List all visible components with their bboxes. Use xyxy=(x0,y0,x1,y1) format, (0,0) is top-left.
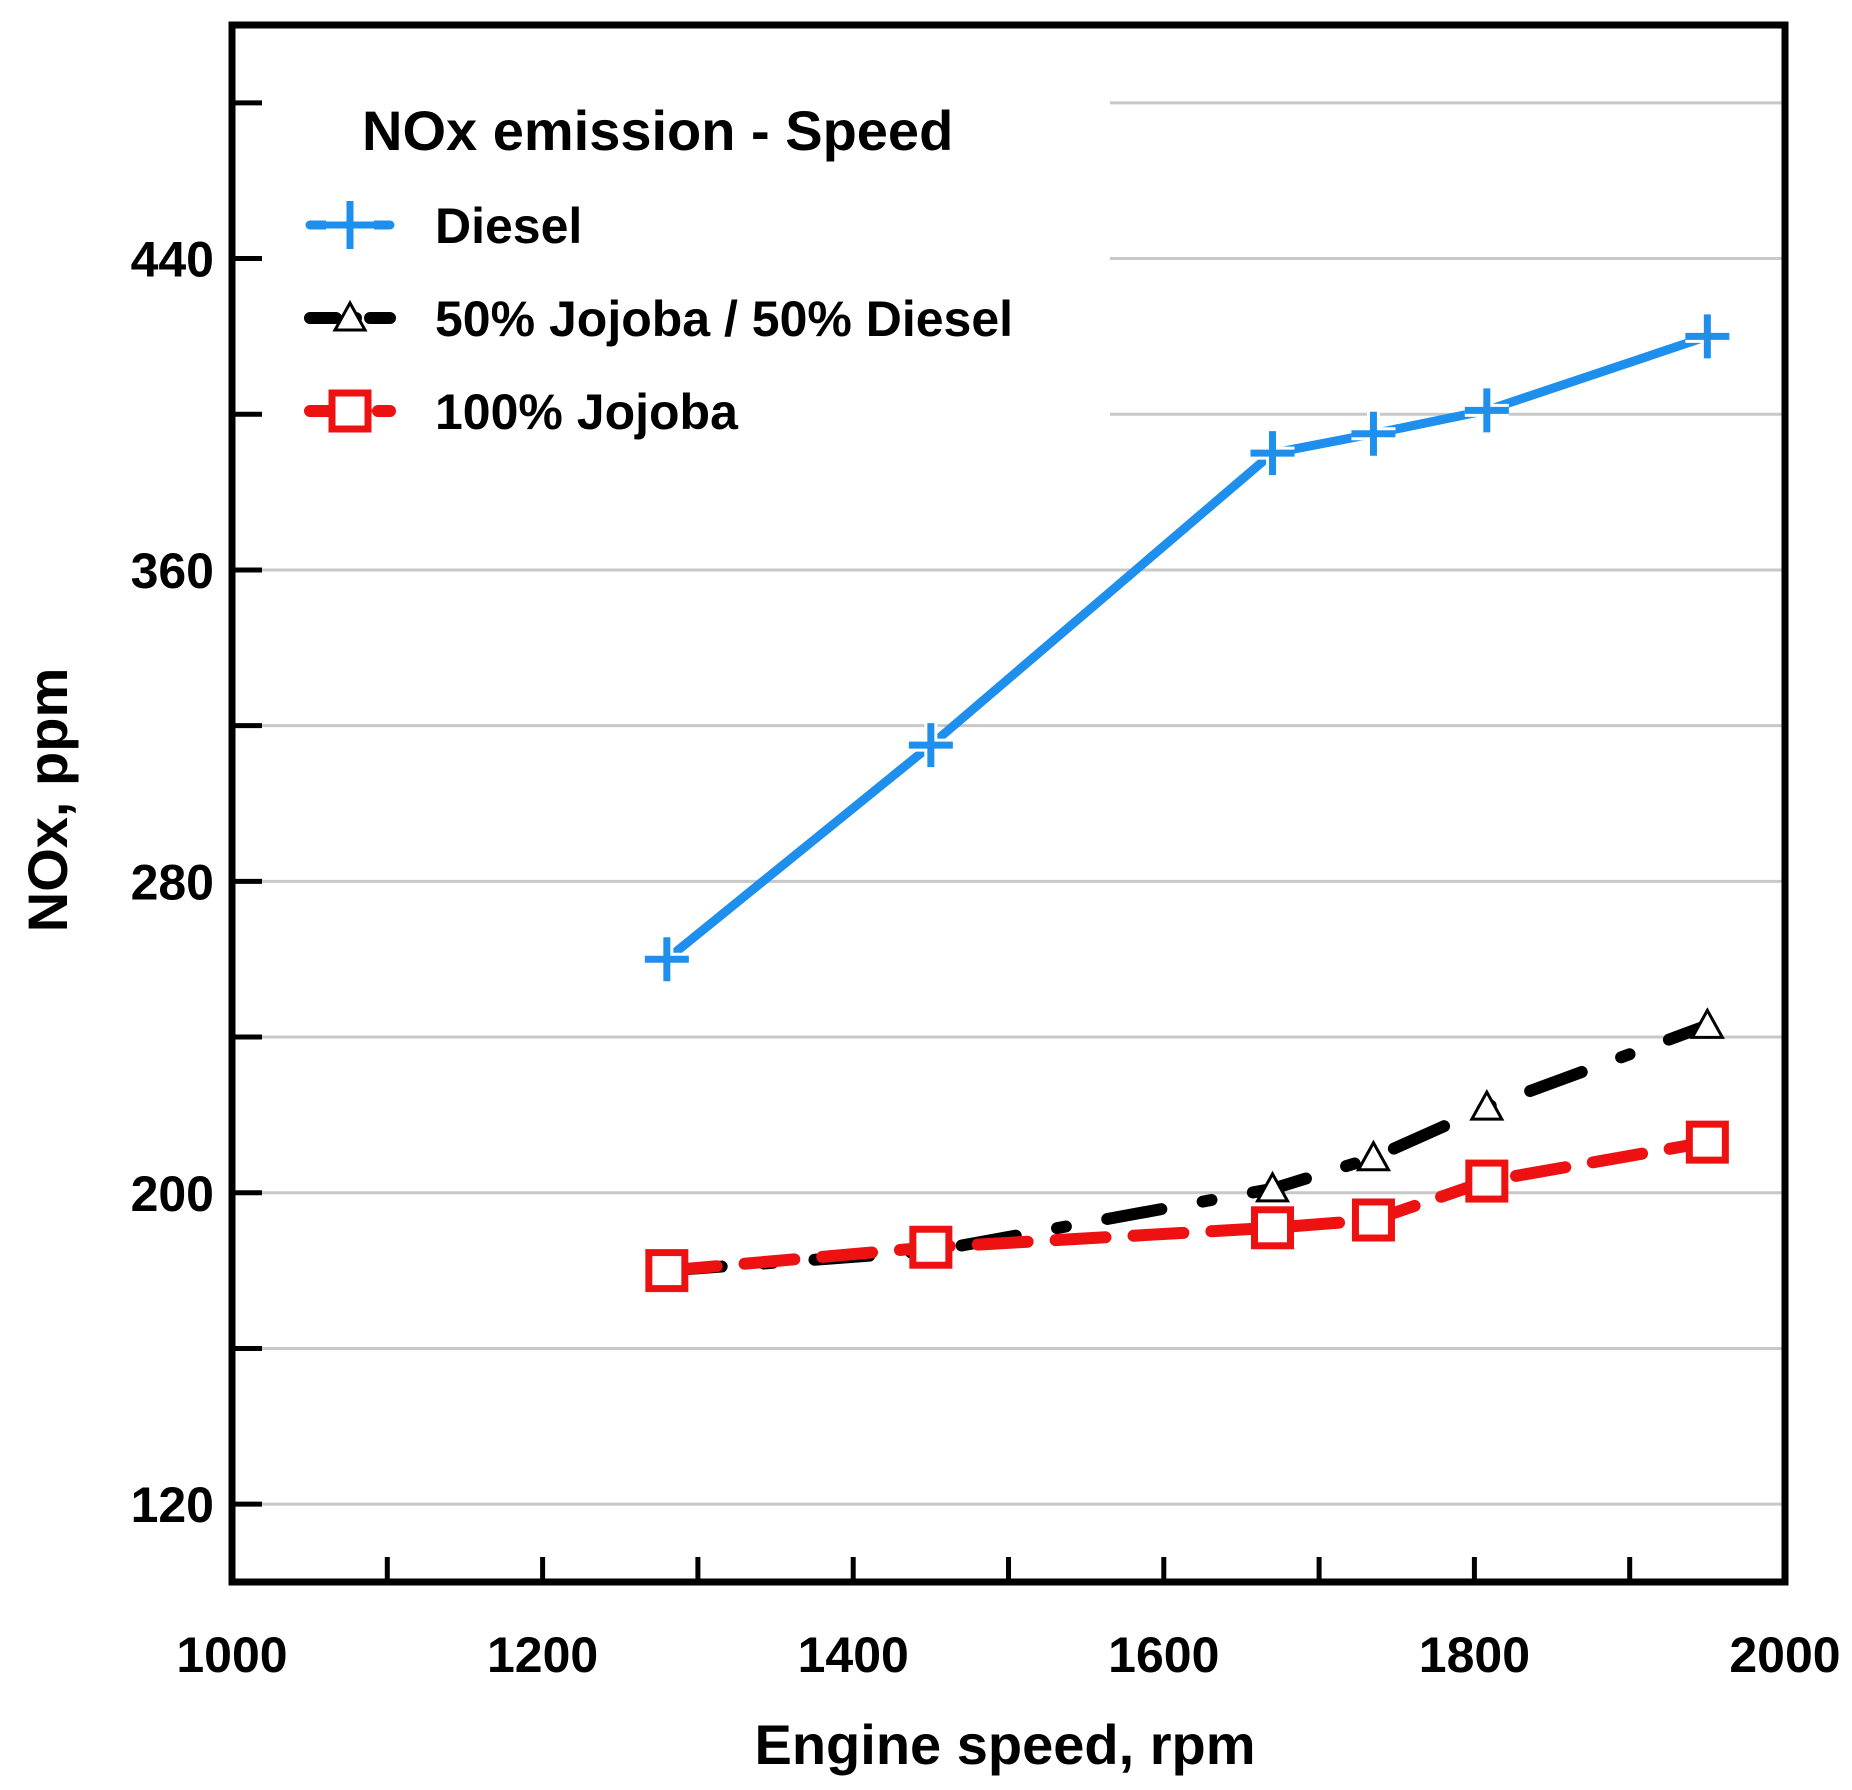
legend-label-2: 100% Jojoba xyxy=(435,384,739,440)
legend-title: NOx emission - Speed xyxy=(362,99,953,162)
y-tick-label-120: 120 xyxy=(131,1477,214,1533)
series-1-point-4 xyxy=(1469,1089,1505,1121)
y-tick-label-440: 440 xyxy=(131,232,214,288)
x-tick-label-1800: 1800 xyxy=(1419,1627,1530,1683)
x-tick-label-1400: 1400 xyxy=(798,1627,909,1683)
series-2-point-0 xyxy=(645,1249,689,1293)
x-tick-label-1000: 1000 xyxy=(176,1627,287,1683)
series-lines xyxy=(660,331,1714,1277)
legend-marker-1 xyxy=(332,299,368,332)
series-markers xyxy=(644,314,1730,1293)
y-tick-label-200: 200 xyxy=(131,1166,214,1222)
axis-ticks: 120 200 280 360 440 1000 1200 1400 1600 1800 2000 xyxy=(131,100,1841,1683)
y-tick-label-280: 280 xyxy=(131,854,214,910)
x-tick-label-2000: 2000 xyxy=(1729,1627,1840,1683)
series-2-point-1 xyxy=(909,1225,953,1269)
series-1-point-2 xyxy=(1254,1170,1291,1203)
series-2-point-5 xyxy=(1685,1120,1729,1164)
x-tick-label-1600: 1600 xyxy=(1108,1627,1219,1683)
series-line-2 xyxy=(660,1136,1714,1277)
legend-label-1: 50% Jojoba / 50% Diesel xyxy=(435,291,1013,347)
x-tick-label-1200: 1200 xyxy=(487,1627,598,1683)
series-2-point-3 xyxy=(1351,1198,1395,1242)
series-2-point-4 xyxy=(1465,1159,1509,1203)
series-1-point-5 xyxy=(1689,1007,1725,1039)
legend-marker-2 xyxy=(328,389,372,433)
series-line-0 xyxy=(662,331,1712,964)
x-axis-label: Engine speed, rpm xyxy=(755,1713,1256,1776)
gridlines xyxy=(232,101,1785,1506)
y-tick-label-360: 360 xyxy=(131,543,214,599)
legend-label-0: Diesel xyxy=(435,198,582,254)
series-1-point-3 xyxy=(1355,1139,1392,1172)
legend: NOx emission - Speed Diesel 50% Jojoba / … xyxy=(304,99,1013,440)
y-axis-label: NOx, ppm xyxy=(16,668,79,932)
series-2-point-2 xyxy=(1251,1206,1295,1250)
